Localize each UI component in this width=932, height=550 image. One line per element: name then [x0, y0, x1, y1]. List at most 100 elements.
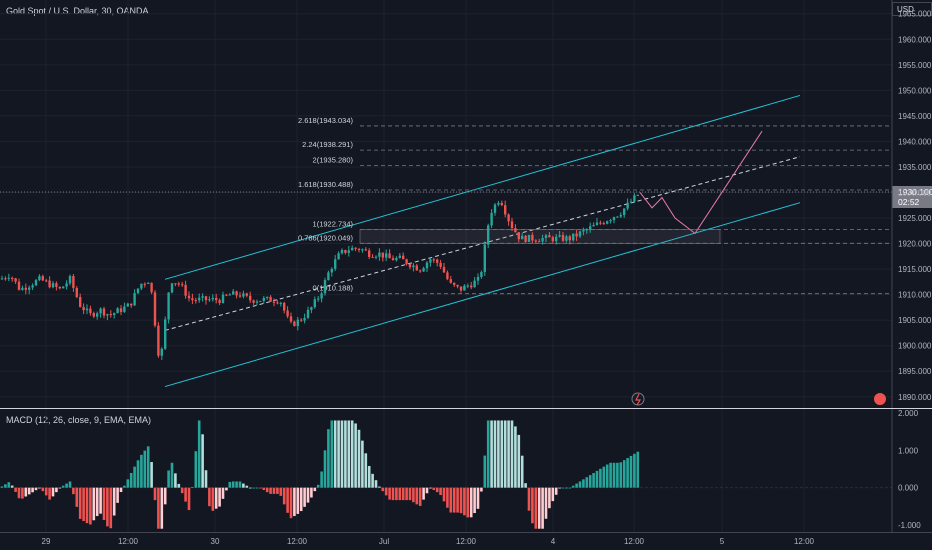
price-tick: 1955.000	[898, 61, 932, 70]
candle-body	[14, 278, 17, 282]
macd-bar	[184, 487, 187, 502]
macd-bar	[123, 485, 126, 488]
price-tick: 1965.000	[898, 10, 932, 19]
price-tick: 1920.000	[898, 240, 932, 249]
flag-icon[interactable]	[874, 393, 886, 405]
macd-bar	[157, 487, 160, 529]
macd-indicator-label[interactable]: MACD (12, 26, close, 9, EMA, EMA)	[6, 415, 152, 425]
candle-body	[41, 276, 44, 281]
candle-body	[58, 286, 61, 289]
icons	[631, 392, 886, 406]
candle-body	[558, 235, 561, 237]
flash-icon[interactable]	[631, 392, 645, 406]
macd-bar	[609, 462, 612, 488]
macd-bar	[633, 453, 636, 488]
macd-bar	[296, 487, 300, 514]
fib-label: 2.24(1938.291)	[302, 140, 353, 149]
candle-body	[439, 262, 442, 267]
candle-body	[527, 234, 531, 242]
candle-body	[75, 288, 78, 298]
candle-body	[555, 236, 558, 242]
macd-bar	[163, 487, 167, 505]
price-tick: 1915.000	[898, 265, 932, 274]
macd-bar	[534, 487, 538, 529]
candle-body	[541, 237, 544, 242]
candle-body	[340, 249, 344, 254]
candle-body	[317, 298, 320, 300]
candle-body	[599, 222, 602, 224]
candle-body	[490, 212, 493, 226]
macd-bar	[293, 487, 296, 517]
macd-bar	[228, 481, 232, 488]
candle-body	[232, 291, 235, 295]
macd-bar	[408, 487, 412, 501]
macd-bar	[412, 487, 415, 503]
candle-body	[391, 258, 395, 261]
macd-bar	[449, 487, 453, 513]
price-tick: 1960.000	[898, 35, 932, 44]
macd-bar	[367, 466, 371, 488]
candle-body	[436, 259, 439, 263]
candle-body	[330, 268, 333, 273]
macd-bar	[575, 483, 578, 488]
macd-bar	[170, 462, 174, 488]
macd-bar	[112, 487, 116, 516]
macd-bar	[446, 487, 449, 508]
candle-body	[38, 276, 41, 281]
candle-body	[153, 292, 157, 326]
candle-body	[21, 287, 24, 290]
candle-body	[337, 253, 340, 260]
candle-body	[449, 279, 452, 283]
macd-bar	[544, 487, 548, 519]
macd-bar	[490, 420, 493, 488]
candle-body	[385, 253, 388, 258]
macd-bar	[350, 420, 354, 488]
current-price-badge: 1930.100 02:52	[892, 186, 932, 208]
macd-bar	[252, 487, 255, 489]
macd-bar	[109, 487, 113, 529]
candle-body	[279, 302, 282, 304]
macd-bar	[225, 487, 228, 491]
candle-body	[368, 250, 371, 257]
macd-bar	[388, 487, 391, 500]
macd-tick: 0.000	[898, 484, 919, 493]
candle-body	[531, 234, 534, 241]
fib-label: 2.618(1943.034)	[298, 116, 354, 125]
fib-label: 2(1935.280)	[313, 156, 354, 165]
macd-bar	[276, 487, 279, 494]
macd-histogram	[0, 420, 640, 529]
macd-bar	[116, 487, 119, 503]
macd-bar	[585, 477, 589, 488]
grid	[0, 0, 892, 532]
candle-body	[548, 235, 551, 238]
projection-path	[639, 130, 763, 235]
macd-bar	[48, 487, 51, 500]
candle-body	[160, 348, 163, 356]
candle-body	[245, 293, 248, 296]
macd-bar	[629, 455, 633, 488]
macd-bar	[568, 487, 572, 489]
macd-bar	[571, 485, 575, 488]
macd-bar	[174, 473, 177, 488]
candle-body	[303, 317, 306, 321]
candle-body	[612, 217, 616, 221]
macd-bar	[136, 460, 140, 488]
candle-body	[0, 278, 4, 280]
candle-body	[371, 256, 374, 258]
candle-body	[143, 283, 146, 285]
time-tick: Jul	[379, 537, 389, 546]
macd-bar	[327, 429, 330, 488]
candle-body	[524, 235, 527, 242]
macd-bar	[38, 487, 41, 489]
macd-bar	[89, 487, 92, 525]
candle-body	[177, 283, 180, 285]
candle-body	[306, 309, 310, 318]
candle-body	[82, 306, 85, 311]
candle-body	[425, 262, 429, 269]
candle-body	[208, 299, 211, 301]
candle-body	[361, 249, 364, 251]
candle-body	[164, 319, 167, 349]
macd-bar	[126, 479, 130, 488]
macd-bar	[398, 487, 402, 501]
